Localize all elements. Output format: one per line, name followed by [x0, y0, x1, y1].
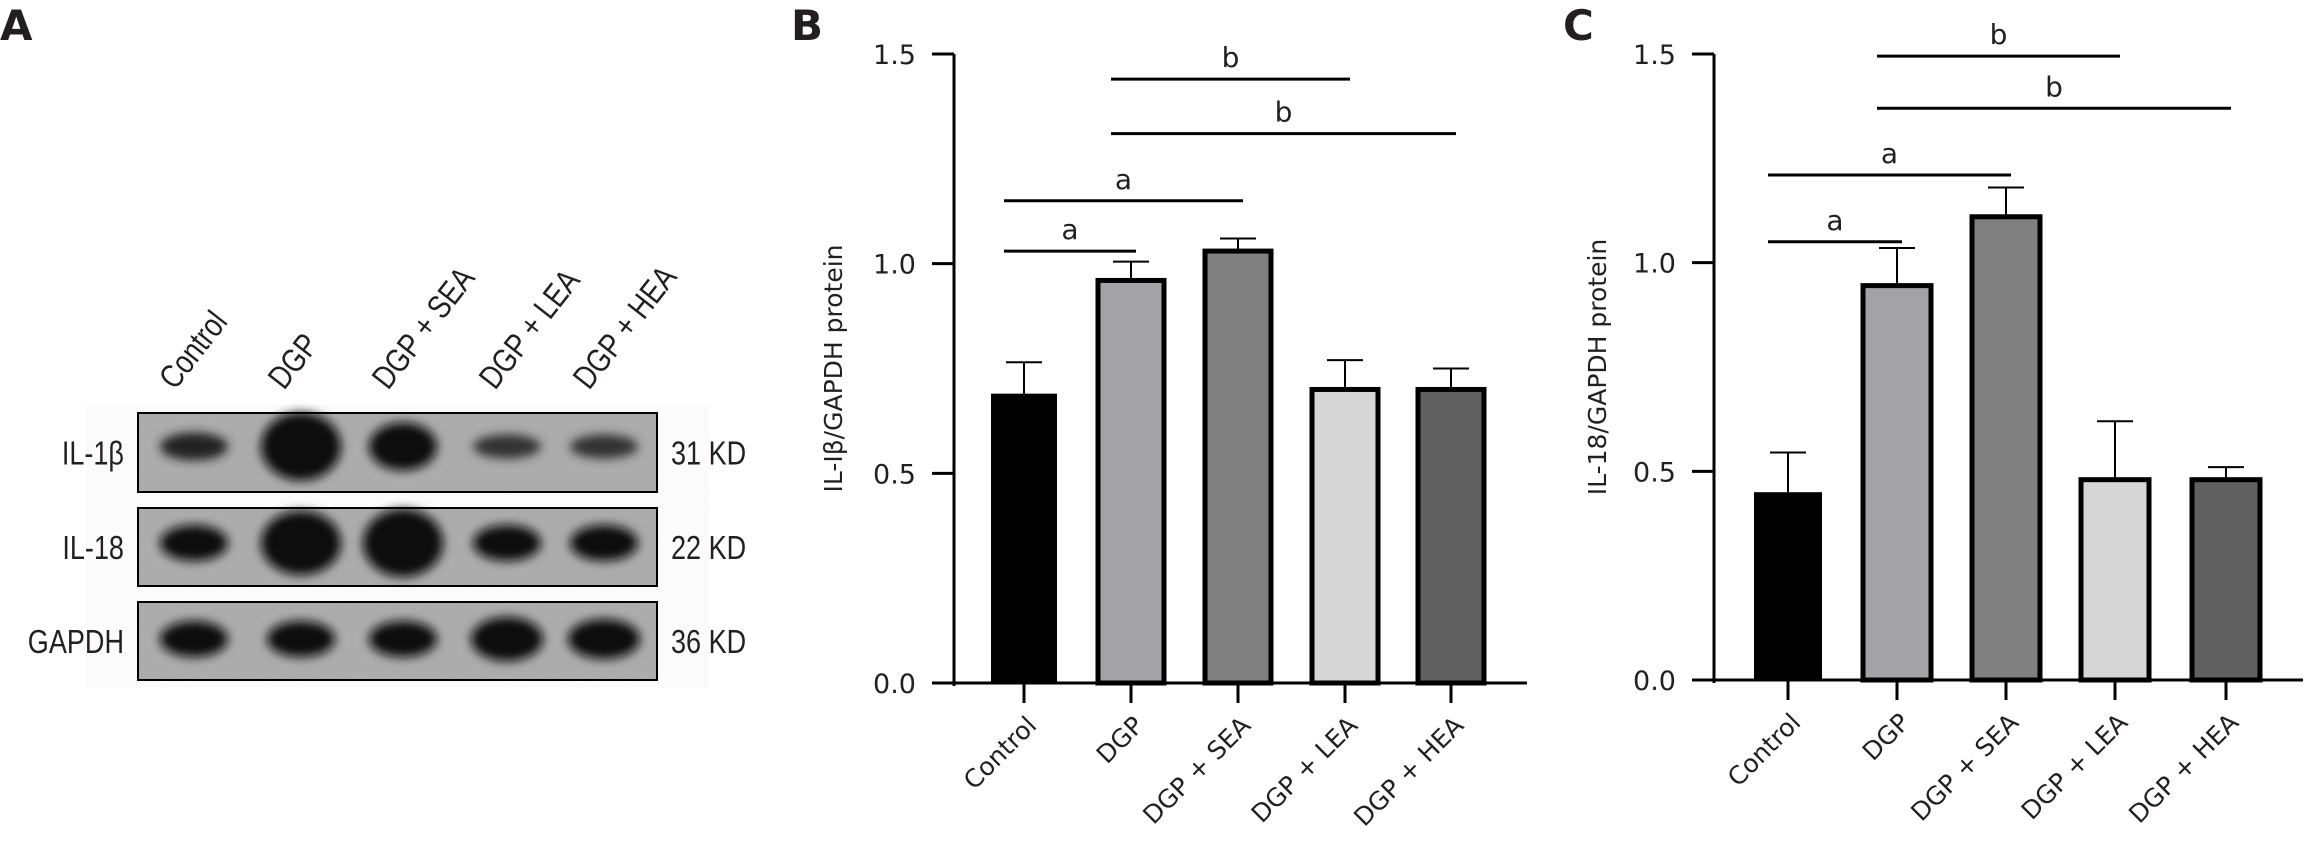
protein-band	[369, 621, 437, 657]
x-tick-label: DGP + LEA	[2016, 708, 2134, 826]
protein-band	[160, 432, 228, 461]
bar	[2078, 477, 2152, 683]
bar	[991, 393, 1057, 683]
protein-band	[261, 511, 341, 575]
protein-label: IL-1β	[62, 436, 124, 472]
significance-label: a	[1115, 163, 1132, 196]
y-axis-title: IL-Iβ/GAPDH protein	[819, 244, 848, 492]
blot-frame	[137, 507, 658, 587]
significance-label: a	[1826, 204, 1843, 237]
significance-label: b	[2045, 70, 2063, 103]
x-tick-label: DGP	[1857, 708, 1915, 766]
molecular-weight-label: 36 KD	[671, 625, 746, 661]
x-tick-label: DGP + LEA	[1246, 711, 1364, 829]
protein-band	[570, 434, 638, 459]
protein-label: IL-18	[62, 531, 124, 567]
y-tick-label: 0.5	[1633, 457, 1676, 488]
x-tick-label: DGP + HEA	[2123, 708, 2244, 829]
bar	[1415, 386, 1487, 686]
protein-band	[160, 525, 228, 561]
y-tick-label: 1.0	[873, 250, 916, 281]
panel-label-a: A	[0, 1, 33, 50]
bar	[1309, 386, 1381, 686]
protein-band	[160, 621, 228, 657]
y-axis-title: IL-18/GAPDH protein	[1583, 239, 1612, 496]
significance-label: b	[1990, 18, 2008, 51]
blot-row: IL-18 22 KD	[62, 507, 746, 587]
x-tick-label: DGP + HEA	[1348, 711, 1469, 832]
x-tick-label: DGP + SEA	[1905, 708, 2024, 827]
protein-label: GAPDH	[28, 625, 124, 661]
y-tick-label: 0.5	[873, 459, 916, 490]
bar	[1860, 283, 1934, 683]
molecular-weight-label: 22 KD	[671, 531, 746, 567]
protein-band	[473, 434, 541, 459]
lane-label: DGP	[262, 327, 327, 395]
protein-band	[568, 619, 640, 659]
protein-band	[261, 412, 341, 481]
y-tick-label: 1.5	[873, 40, 916, 71]
x-tick-label: Control	[958, 711, 1042, 795]
y-tick-label: 0.0	[873, 669, 916, 700]
significance-label: a	[1061, 213, 1078, 246]
blot-frame	[137, 412, 658, 493]
significance-label: b	[1275, 96, 1293, 129]
x-tick-label: DGP	[1091, 711, 1149, 769]
lane-label: Control	[153, 305, 235, 396]
bar	[1095, 277, 1167, 686]
blot-row: IL-1β 31 KD	[62, 412, 746, 493]
bar	[2189, 477, 2263, 683]
molecular-weight-label: 31 KD	[671, 436, 746, 472]
bar	[1969, 214, 2043, 683]
protein-band	[363, 509, 443, 577]
panel-label-b: B	[791, 1, 823, 50]
protein-band	[369, 422, 437, 471]
bar	[1202, 248, 1274, 686]
significance-label: a	[1881, 137, 1898, 170]
protein-band	[267, 621, 335, 657]
protein-band	[471, 617, 543, 661]
y-tick-label: 1.5	[1633, 40, 1676, 71]
x-tick-label: Control	[1722, 708, 1806, 792]
significance-label: b	[1222, 41, 1240, 74]
chart-il1b: IL-Iβ/GAPDH protein 0.0 0.5 1.0 1.5 Control DG…	[819, 40, 1527, 832]
chart-il18: IL-18/GAPDH protein 0.0 0.5 1.0 1.5 Control DG…	[1583, 18, 2303, 829]
lane-label: DGP + HEA	[567, 259, 685, 396]
x-tick-label: DGP + SEA	[1137, 711, 1256, 830]
blot-row: GAPDH 36 KD	[28, 601, 746, 681]
protein-band	[570, 525, 638, 561]
y-tick-label: 1.0	[1633, 249, 1676, 280]
bar	[1754, 492, 1822, 680]
lane-label: DGP + SEA	[366, 260, 483, 396]
protein-band	[473, 525, 541, 561]
y-tick-label: 0.0	[1633, 666, 1676, 697]
panel-label-c: C	[1563, 1, 1594, 50]
blot-frame	[137, 601, 658, 681]
